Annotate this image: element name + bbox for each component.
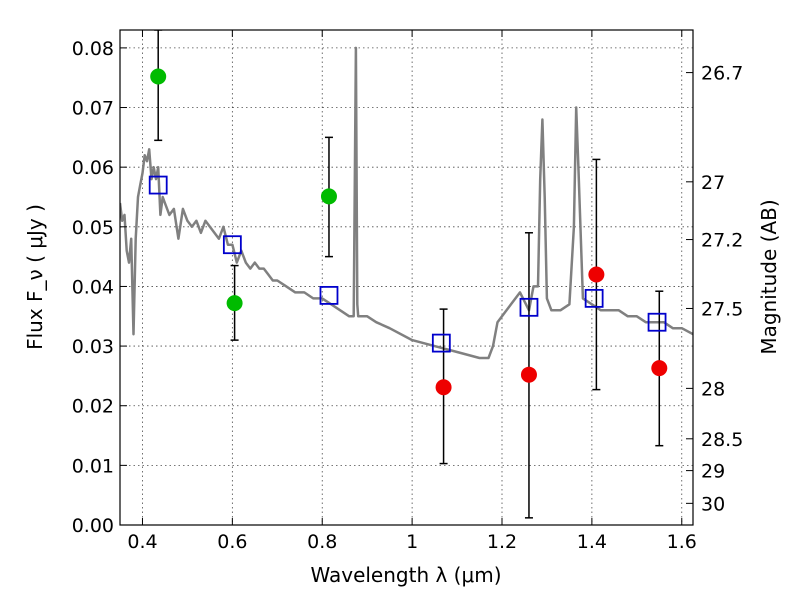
right-axis-ticks: 26.7 27 27.2 27.5 28 28.5 29 30 [686, 63, 743, 515]
right-tick-label: 28 [701, 378, 725, 400]
observed-point [651, 360, 668, 377]
y-tick-label: 0.00 [72, 515, 114, 537]
model-square-marker [222, 235, 242, 255]
observed-point [226, 295, 243, 312]
x-tick-label: 0.6 [217, 531, 247, 553]
x-tick-label: 0.4 [127, 531, 157, 553]
y-axis-label: Flux F_ν ( μJy ) [23, 204, 47, 350]
x-tick-label: 1 [406, 531, 418, 553]
right-tick-label: 27 [701, 172, 725, 194]
observed-point [320, 188, 337, 205]
observed-point [150, 68, 167, 85]
right-axis-label: Magnitude (AB) [757, 199, 781, 354]
x-tick-label: 0.8 [307, 531, 337, 553]
model-square-marker [584, 288, 604, 308]
x-axis-label: Wavelength λ (μm) [310, 563, 501, 587]
y-tick-label: 0.03 [72, 336, 114, 358]
model-square-marker [431, 333, 451, 353]
model-square-marker [148, 175, 168, 195]
observed-photometry-points [150, 68, 668, 396]
x-tick-label: 1.4 [577, 531, 607, 553]
y-axis-ticks: 0.00 0.01 0.02 0.03 0.04 0.05 0.06 0.07 0.08 [72, 38, 127, 537]
y-tick-label: 0.02 [72, 396, 114, 418]
observed-point [588, 266, 605, 283]
model-square-marker [647, 312, 667, 332]
plot-frame [119, 29, 694, 526]
right-tick-label: 28.5 [701, 429, 743, 451]
y-tick-label: 0.04 [72, 276, 114, 298]
observed-point [520, 366, 537, 383]
grid-layer [120, 30, 693, 526]
error-bars [154, 30, 664, 519]
right-tick-label: 29 [701, 461, 725, 483]
right-tick-label: 27.2 [701, 230, 743, 252]
y-tick-label: 0.06 [72, 157, 114, 179]
model-square-marker [519, 297, 539, 317]
right-tick-label: 30 [701, 493, 725, 515]
observed-point [435, 379, 452, 396]
model-spectrum-line [120, 46, 693, 360]
y-tick-label: 0.07 [72, 98, 114, 120]
x-tick-label: 1.6 [667, 531, 697, 553]
plot-area [120, 30, 693, 519]
right-tick-label: 26.7 [701, 63, 743, 85]
y-tick-label: 0.08 [72, 38, 114, 60]
model-photometry-squares [148, 175, 667, 353]
right-tick-label: 27.5 [701, 298, 743, 320]
y-tick-label: 0.05 [72, 217, 114, 239]
x-axis-ticks: 0.4 0.6 0.8 1 1.2 1.4 1.6 [127, 30, 697, 553]
x-tick-label: 1.2 [487, 531, 517, 553]
y-tick-label: 0.01 [72, 455, 114, 477]
model-square-marker [319, 285, 339, 305]
